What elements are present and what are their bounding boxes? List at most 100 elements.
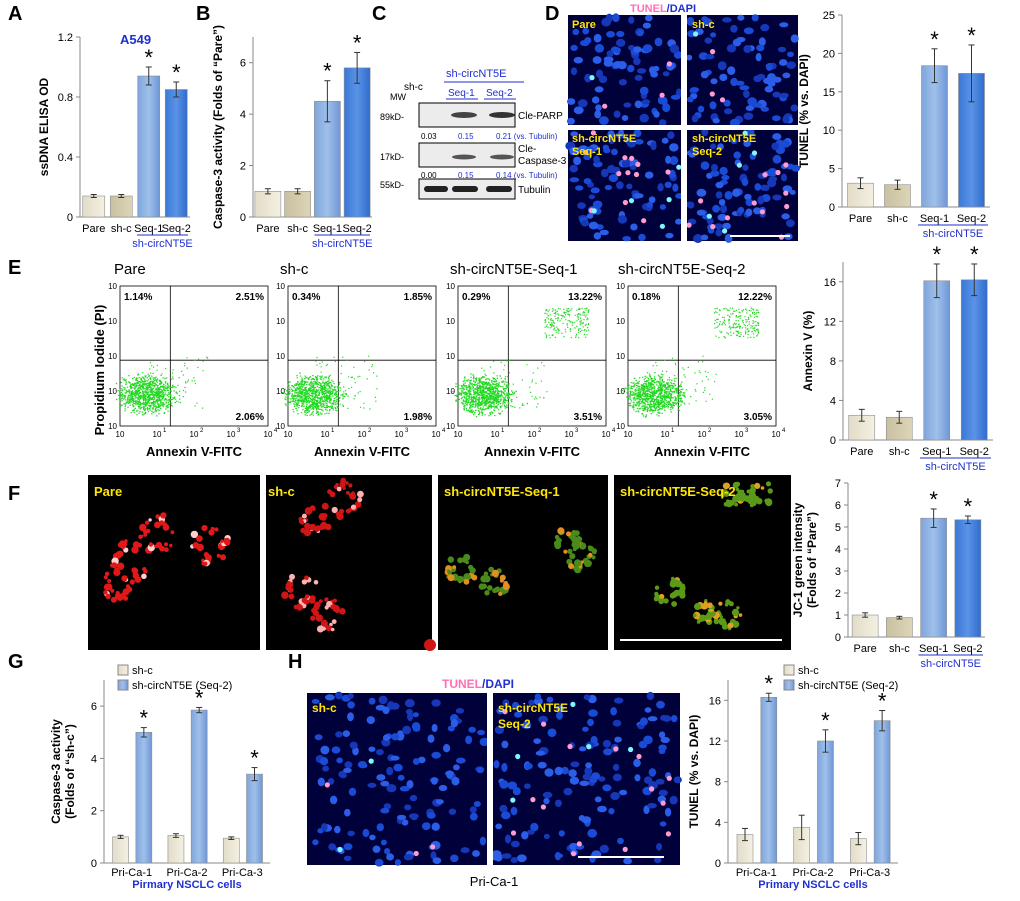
significance-star: * [878,689,887,714]
legend-entry: sh-c [132,665,153,677]
bar [760,696,778,864]
significance-star: * [821,708,830,733]
category-label: Seq-2 [953,643,982,655]
tick-label: 3 [835,566,841,578]
bar [254,190,282,218]
category-label: sh-c [111,223,132,235]
tick-label: 1.2 [58,32,73,44]
category-label: Pri-Ca-2 [793,867,834,879]
bar [222,837,240,864]
bar [167,835,185,864]
log-tick: 10 [321,430,330,439]
category-label: Pare [256,223,279,235]
log-exp: 1 [671,428,675,434]
y-axis-label: TUNEL (% vs. DAPI) [797,54,811,168]
log-tick: 10 [446,317,455,326]
category-label: Seq-1 [922,446,951,458]
e-title4: sh-circNT5E-Seq-2 [618,261,746,278]
tick-label: 16 [709,695,721,707]
category-label: Seq-1 [919,643,948,655]
chart-caspase3: 0 2 4 6 Caspase-3 activity (Folds of “Pare”)… [211,25,373,250]
tick-label: 1 [835,610,841,622]
quadrant-ur: 1.85% [404,292,432,303]
log-tick: 10 [616,317,625,326]
significance-star: * [353,30,362,55]
log-tick: 10 [153,430,162,439]
quadrant-ul: 0.34% [292,292,320,303]
panel-label-a: A [8,3,22,25]
y-axis-label: Caspase-3 activity (Folds of “Pare”) [211,25,225,229]
log-tick: 10 [446,422,455,431]
legend-entry: sh-circNT5E (Seq-2) [798,680,898,692]
category-label: sh-c [287,223,308,235]
log-tick: 10 [276,352,285,361]
y-axis-label: ssDNA ELISA OD [37,77,51,176]
tick-label: 0 [67,212,73,224]
tick-label: 4 [830,395,836,407]
tick-label: 2 [91,806,97,818]
log-tick: 10 [276,387,285,396]
y-axis-label: Caspase-3 activity(Folds of “sh-c”) [49,719,77,824]
log-tick: 10 [190,430,199,439]
h-caption: Pri-Ca-1 [470,874,518,889]
chart-annexin: 0 4 8 12 16 Annexin V (%) Pare sh-c * Seq-1 * Seq-2… [801,242,993,473]
blot-band2a: Cle- [518,144,536,155]
bar [82,195,106,218]
category-label: sh-c [887,213,908,225]
tunel-micrograph-d: TUNEL/DAPI Pare sh-c sh-circNT5E Seq-1 s… [565,3,801,243]
group-label: sh-circNT5E [132,238,193,250]
category-label: Pare [850,446,873,458]
tick-label: 6 [91,701,97,713]
blot-sh-c: sh-c [404,82,423,93]
bar [886,617,913,638]
blot-q1b: 0.15 [458,132,474,141]
bar [960,279,988,441]
y-axis-label: TUNEL (% vs. DAPI) [687,715,701,829]
tick-label: 0 [91,858,97,870]
tick-label: 2 [835,588,841,600]
blot-q1c: 0.21 (vs. Tubulin) [496,132,558,141]
log-tick: 10 [276,422,285,431]
log-tick: 10 [108,387,117,396]
e-title2: sh-c [280,261,309,278]
log-tick: 10 [358,430,367,439]
blot-seq2: Seq-2 [486,88,513,99]
tick-label: 0.4 [58,152,73,164]
quadrant-lr: 2.06% [236,412,264,423]
quadrant-ul: 0.29% [462,292,490,303]
log-tick: 10 [454,430,463,439]
log-exp: 4 [612,428,616,434]
panel-label-e: E [8,257,21,279]
f-shc: sh-c [268,484,295,499]
log-tick: 10 [284,430,293,439]
chart-ssdna: 0 0.4 0.8 1.2 ssDNA ELISA OD Pare sh-c * Seq-1 * S… [37,32,193,250]
log-tick: 10 [276,282,285,291]
h-seq2a: sh-circNT5E [498,701,568,715]
log-exp: 4 [442,428,446,434]
log-tick: 10 [108,317,117,326]
tick-label: 4 [835,544,841,556]
group-label: Primary NSCLC cells [758,879,867,891]
significance-star: * [323,59,332,84]
log-tick: 10 [735,430,744,439]
log-tick: 10 [108,422,117,431]
blot-group: sh-circNT5E [446,68,507,80]
tick-label: 0 [835,632,841,644]
group-label: sh-circNT5E [312,238,373,250]
significance-star: * [932,242,941,267]
panel-label-b: B [196,3,210,25]
tick-label: 4 [240,109,246,121]
category-label: Pri-Ca-1 [111,867,152,879]
blot-mw2: 17kD- [380,152,404,162]
category-label: Seq-2 [162,223,191,235]
legend-swatch [783,664,795,676]
y-axis-label: Annexin V (%) [801,311,815,392]
chart-caspase3-primary: 0 2 4 6 Caspase-3 activity(Folds of “sh-c”) *… [49,664,270,891]
e-ylabel: Propidium Iodide (PI) [92,305,107,436]
log-exp: 2 [708,428,712,434]
log-exp: 2 [368,428,372,434]
f-seq2: sh-circNT5E-Seq-2 [620,484,736,499]
bar [851,614,879,638]
jc1-micrograph: Pare sh-c sh-circNT5E-Seq-1 sh-circNT5E-… [88,475,791,651]
